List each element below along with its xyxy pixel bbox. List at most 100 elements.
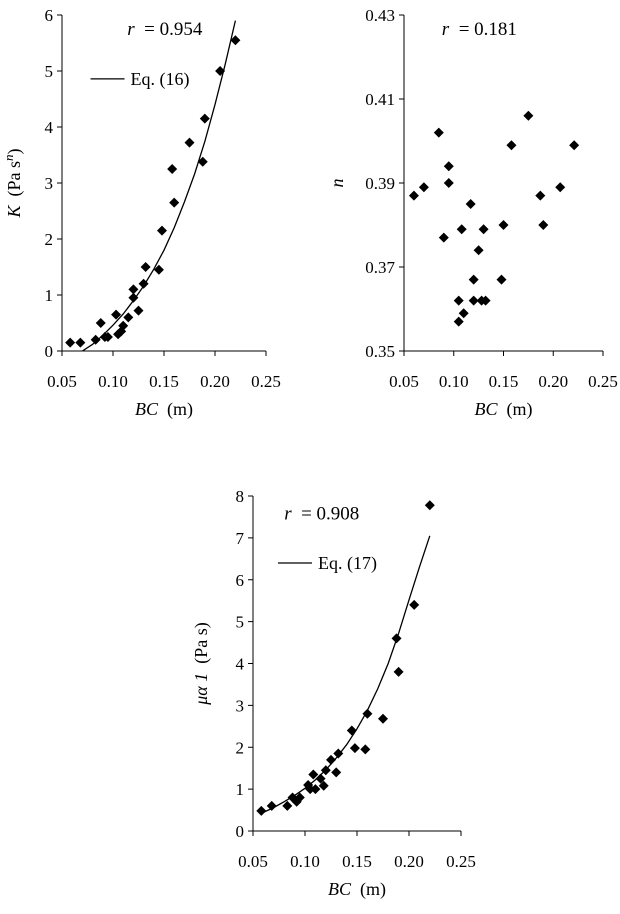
x-tick-label: 0.15 — [489, 372, 519, 391]
y-tick-label: 5 — [45, 62, 54, 81]
data-point — [468, 274, 479, 285]
y-tick-label: 4 — [45, 118, 54, 137]
y-tick-label: 2 — [236, 738, 245, 757]
x-axis-label: BC (m) — [474, 399, 532, 420]
correlation-annotation: r = 0.954 — [127, 19, 203, 40]
data-point — [318, 780, 329, 791]
data-point — [111, 309, 122, 320]
y-tick-label: 0.35 — [365, 342, 395, 361]
data-point — [555, 182, 566, 193]
data-point — [315, 773, 326, 784]
data-point — [362, 708, 373, 719]
x-tick-label: 0.10 — [98, 372, 128, 391]
x-axis-label: BC (m) — [328, 879, 386, 900]
data-point — [496, 274, 507, 285]
y-tick-label: 1 — [236, 780, 245, 799]
y-tick-label: 0.41 — [365, 90, 395, 109]
data-point — [443, 161, 454, 172]
data-point — [184, 137, 195, 148]
data-point — [458, 308, 469, 319]
data-point — [538, 220, 549, 230]
x-axis-label: BC (m) — [135, 399, 193, 420]
data-point — [308, 769, 319, 780]
data-point — [169, 197, 180, 208]
y-tick-label: 0.39 — [365, 174, 395, 193]
data-point — [282, 800, 293, 811]
data-point — [453, 316, 464, 327]
data-point — [478, 224, 489, 235]
data-point — [523, 110, 534, 121]
x-tick-label: 0.20 — [394, 852, 424, 871]
data-point — [65, 337, 76, 348]
y-tick-label: 6 — [236, 571, 245, 590]
data-point — [326, 754, 336, 765]
fitted-curve — [82, 20, 237, 352]
data-point — [156, 225, 167, 236]
y-tick-label: 1 — [45, 286, 54, 305]
data-point — [118, 320, 129, 331]
y-tick-label: 3 — [236, 696, 245, 715]
data-point — [331, 767, 342, 778]
y-axis-label: μα 1 (Pa s) — [191, 622, 212, 705]
y-axis-label: n — [327, 179, 347, 188]
x-tick-label: 0.05 — [389, 372, 419, 391]
y-tick-label: 8 — [236, 487, 245, 506]
data-point — [266, 800, 277, 811]
fitted-curve — [261, 535, 431, 814]
y-tick-label: 3 — [45, 174, 54, 193]
data-point — [569, 140, 580, 151]
data-point — [128, 284, 139, 295]
chart-k-vs-bc: 0 1 2 3 4 5 6 0.05 0.10 0.15 0.20 0.25 BC (m) K (Pa s… — [1, 6, 281, 420]
legend-label: Eq. (16) — [131, 69, 190, 90]
data-point — [535, 190, 546, 201]
y-tick-label: 4 — [236, 655, 245, 674]
correlation-annotation: r = 0.908 — [284, 503, 359, 524]
data-point — [167, 164, 178, 174]
x-tick-label: 0.05 — [238, 852, 268, 871]
data-point — [75, 337, 86, 348]
data-point — [256, 805, 267, 816]
x-tick-label: 0.15 — [149, 372, 179, 391]
data-point — [199, 113, 210, 124]
data-point — [498, 220, 509, 230]
x-tick-label: 0.20 — [200, 372, 230, 391]
data-point — [473, 245, 484, 256]
data-point — [468, 295, 479, 306]
data-point — [453, 295, 464, 306]
data-point — [333, 748, 344, 759]
data-point — [424, 500, 435, 511]
data-point — [123, 312, 134, 323]
y-tick-label: 5 — [236, 613, 245, 632]
data-point — [456, 224, 467, 235]
legend-label: Eq. (17) — [318, 553, 377, 574]
x-tick-label: 0.10 — [439, 372, 469, 391]
data-point — [408, 190, 419, 201]
data-point — [443, 178, 454, 188]
data-point — [506, 140, 517, 151]
x-tick-label: 0.05 — [47, 372, 77, 391]
chart-mu-vs-bc: 0 1 2 3 4 5 6 7 8 0.05 0.10 0.15 0.20 0.25 BC (m) μα 1 … — [191, 487, 476, 900]
data-point — [349, 743, 360, 754]
data-point — [438, 232, 449, 243]
data-point — [378, 713, 388, 724]
y-tick-label: 6 — [45, 6, 54, 25]
x-tick-label: 0.25 — [446, 852, 476, 871]
y-tick-label: 7 — [236, 529, 245, 548]
y-tick-label: 0.43 — [365, 6, 395, 25]
y-tick-label: 0.37 — [365, 258, 395, 277]
x-tick-label: 0.25 — [251, 372, 281, 391]
chart-n-vs-bc: 0.35 0.37 0.39 0.41 0.43 0.05 0.10 0.15 0.20 0.25… — [327, 6, 618, 420]
data-point — [310, 784, 321, 795]
x-tick-label: 0.10 — [290, 852, 320, 871]
data-point — [409, 599, 420, 610]
data-point — [480, 295, 491, 306]
data-point — [140, 262, 151, 272]
data-point — [294, 792, 305, 803]
data-point — [128, 292, 139, 303]
data-point — [360, 744, 371, 755]
y-axis-label: K (Pa sn) — [1, 148, 25, 218]
data-point — [418, 182, 429, 193]
data-point — [393, 666, 404, 677]
data-point — [90, 334, 101, 345]
